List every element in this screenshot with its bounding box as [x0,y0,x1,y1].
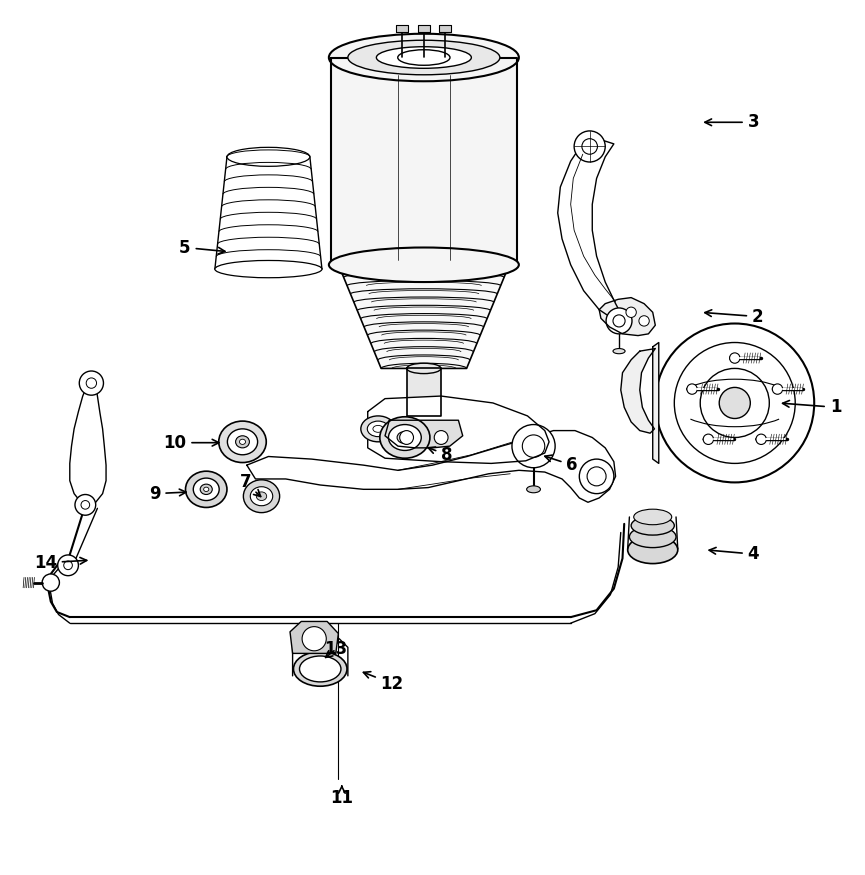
Ellipse shape [368,421,389,437]
Circle shape [42,574,60,592]
Ellipse shape [227,147,310,166]
Circle shape [656,324,814,482]
Ellipse shape [376,46,471,68]
Ellipse shape [407,410,441,421]
Circle shape [512,424,555,468]
Text: 14: 14 [34,554,86,571]
Polygon shape [215,157,322,270]
Ellipse shape [398,50,450,66]
Ellipse shape [407,363,441,374]
Circle shape [582,139,598,154]
Circle shape [434,430,448,444]
Ellipse shape [631,516,675,536]
Ellipse shape [380,416,430,459]
Ellipse shape [215,261,322,277]
Ellipse shape [329,248,519,282]
Text: 13: 13 [324,640,348,658]
Polygon shape [621,348,656,433]
Circle shape [86,378,97,388]
Circle shape [613,315,625,327]
Text: 8: 8 [428,445,452,464]
Text: 6: 6 [545,455,578,474]
Circle shape [756,434,766,444]
Circle shape [606,308,632,334]
Polygon shape [558,137,623,321]
Ellipse shape [203,487,208,492]
Text: 11: 11 [330,786,353,808]
Text: 12: 12 [363,672,404,693]
Ellipse shape [527,486,541,493]
Polygon shape [599,298,656,336]
Ellipse shape [193,478,219,500]
Circle shape [58,555,79,576]
Ellipse shape [235,436,249,448]
Text: 9: 9 [149,485,186,502]
Ellipse shape [240,439,246,444]
Circle shape [772,384,783,395]
Polygon shape [70,386,106,507]
Circle shape [687,384,697,395]
Text: 3: 3 [705,113,759,131]
Ellipse shape [397,431,413,444]
Text: 10: 10 [163,434,219,452]
Polygon shape [368,396,549,464]
Circle shape [75,494,96,515]
Text: 5: 5 [179,239,225,256]
Circle shape [675,342,795,464]
Ellipse shape [388,424,421,451]
Circle shape [701,368,769,438]
Polygon shape [247,430,616,502]
Ellipse shape [250,487,272,506]
Polygon shape [439,24,452,31]
Circle shape [302,626,326,651]
Circle shape [81,500,90,509]
Polygon shape [418,24,430,31]
Ellipse shape [373,425,383,432]
Ellipse shape [348,40,500,74]
Ellipse shape [630,526,676,548]
Ellipse shape [219,421,266,463]
Polygon shape [290,621,338,654]
Text: 7: 7 [240,473,260,496]
Circle shape [574,131,606,162]
Polygon shape [385,420,463,448]
Ellipse shape [299,656,341,682]
Ellipse shape [185,471,227,508]
Circle shape [80,371,104,396]
Circle shape [639,316,650,326]
Circle shape [580,459,614,493]
Polygon shape [407,368,441,416]
Circle shape [400,430,413,444]
Text: 4: 4 [709,545,759,564]
Circle shape [64,561,73,570]
Polygon shape [330,58,517,265]
Circle shape [719,388,750,418]
Circle shape [587,467,606,486]
Polygon shape [653,342,659,464]
Circle shape [626,307,637,318]
Ellipse shape [256,492,266,500]
Ellipse shape [200,484,212,494]
Circle shape [522,435,545,458]
Ellipse shape [243,480,279,513]
Polygon shape [396,24,408,31]
Text: 1: 1 [783,398,842,416]
Ellipse shape [361,416,395,442]
Ellipse shape [227,429,258,455]
Ellipse shape [401,435,408,440]
Circle shape [703,434,714,444]
Ellipse shape [634,509,672,525]
Ellipse shape [613,348,625,354]
Ellipse shape [293,652,347,686]
Polygon shape [340,270,508,368]
Ellipse shape [628,536,678,564]
Ellipse shape [329,34,519,81]
Text: 2: 2 [705,308,764,326]
Circle shape [729,353,740,363]
